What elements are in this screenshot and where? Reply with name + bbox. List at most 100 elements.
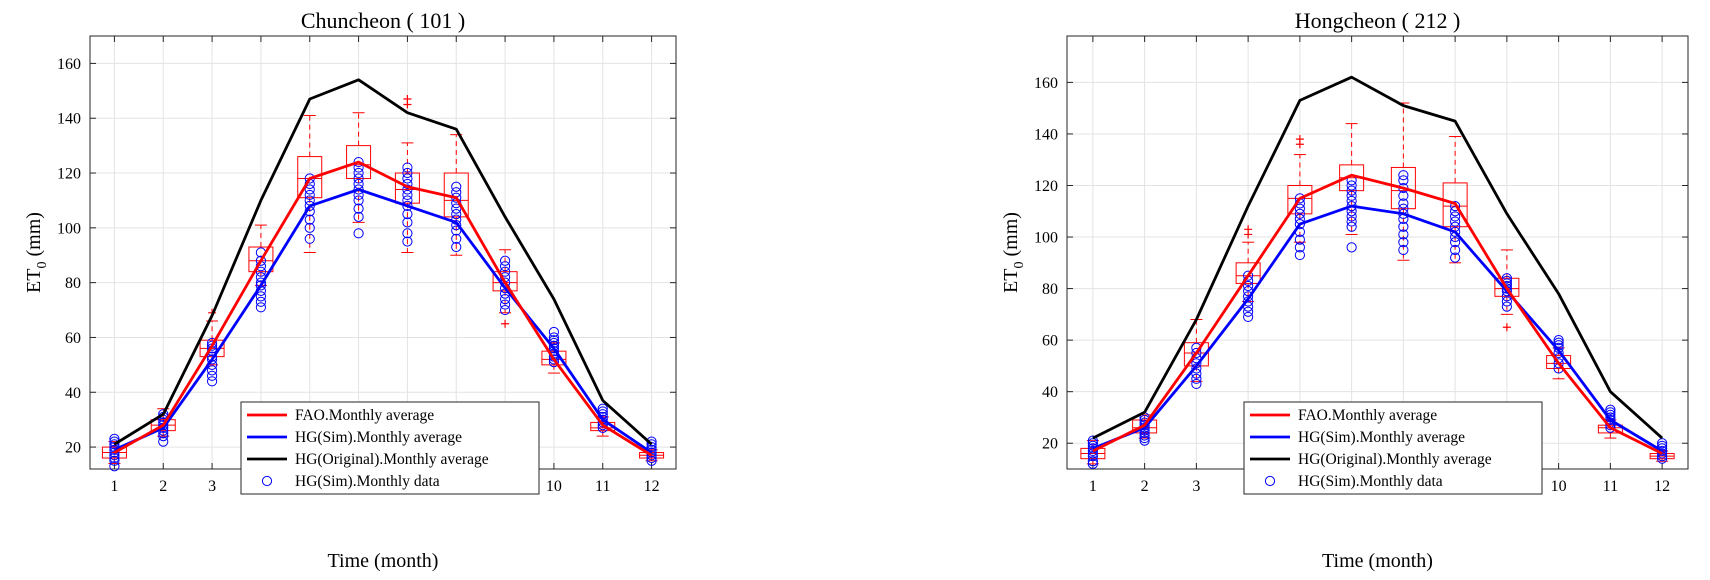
y-axis-label-subscript: 0 [1012,262,1027,269]
legend-label: HG(Sim).Monthly average [1298,429,1465,446]
box-iqr [1235,262,1261,284]
monthly-data-point [1346,185,1357,196]
monthly-data-point [1191,347,1202,359]
fao-average-line [113,160,653,457]
monthly-data-point [353,184,364,195]
monthly-data-point [109,455,120,466]
monthly-data-point [1243,280,1254,292]
monthly-data-point [158,420,169,431]
monthly-data-point [1243,270,1254,281]
y-axis-label: ET0 (mm) [1000,212,1027,293]
monthly-data-point [646,452,657,464]
monthly-data-point [1346,221,1357,232]
y-tick-label: 160 [1034,75,1058,92]
hg-sim-average-line [113,188,653,454]
monthly-data-point [206,340,218,351]
monthly-data-point [158,436,169,447]
monthly-data-point [402,209,413,220]
hg-sim-average-line [1092,204,1663,453]
monthly-data-point [1087,456,1098,467]
y-tick-label: 20 [1042,436,1058,453]
monthly-data-point [206,376,218,387]
monthly-data-point [1657,451,1668,462]
monthly-data-point [1501,273,1512,284]
monthly-data-point [1450,226,1461,237]
x-tick-label: 10 [546,478,562,495]
legend: FAO.Monthly average HG(Sim).Monthly avera… [240,401,540,495]
monthly-data-point [1087,435,1098,446]
monthly-data-point [1657,438,1668,449]
monthly-data-point [1450,244,1461,256]
y-tick-label: 40 [1042,384,1058,401]
y-axis-label-subscript: 0 [35,262,50,269]
box-iqr [492,271,518,292]
monthly-data-point [1346,216,1357,227]
monthly-data-point [109,450,120,461]
y-tick-label: 160 [57,56,81,73]
monthly-data-point [255,291,267,302]
box-iqr [1494,277,1520,297]
box-outlier-plus [1295,135,1304,144]
monthly-data-point [1294,193,1305,204]
monthly-data-point [206,354,218,365]
monthly-data-point [353,203,364,214]
monthly-data-point [402,189,413,201]
monthly-data-point [304,222,315,233]
monthly-data-point [304,200,315,212]
monthly-data-point [1398,198,1409,209]
monthly-data-point [402,167,413,179]
y-axis-label-unit: (mm) [1000,212,1022,261]
monthly-data-point [1450,201,1461,212]
legend-box [1243,401,1543,495]
monthly-data-point [353,228,364,239]
x-tick-label: 11 [595,478,610,495]
legend-box [240,401,540,495]
monthly-data-point [1294,249,1305,261]
chart-title: Hongcheon ( 212 ) [1295,8,1461,33]
box-iqr [1546,355,1572,369]
monthly-data-point [1294,219,1305,230]
monthly-data-point [1450,211,1461,222]
monthly-data-point [402,173,413,184]
monthly-data-point [1605,404,1616,415]
monthly-data-point [1139,420,1150,431]
legend-label: FAO.Monthly average [295,407,434,424]
monthly-data-point [548,332,560,343]
monthly-data-point [1398,244,1409,256]
monthly-data-point [1398,175,1409,186]
legend-label: FAO.Monthly average [1298,407,1437,424]
y-axis-label-main: ET [23,269,45,293]
monthly-data-point [255,255,267,266]
hg-original-average-line [113,78,653,446]
monthly-data-point [353,195,364,206]
x-tick-label: 1 [1089,478,1097,495]
box-outlier-plus [1502,323,1511,332]
x-tick-label: 3 [1192,478,1200,495]
y-tick-label: 140 [1034,126,1058,143]
monthly-data-point [1553,358,1564,369]
monthly-data-point [548,343,560,354]
y-tick-label: 60 [65,330,81,347]
monthly-data-point [1553,337,1564,348]
monthly-data-point [1087,448,1098,459]
monthly-data-point [1657,448,1668,459]
monthly-data-point [499,299,511,310]
legend-label: HG(Original).Monthly average [1298,451,1492,468]
legend-label: HG(Sim).Monthly data [295,473,440,490]
monthly-data-point [451,181,462,192]
monthly-data-point [548,335,560,346]
monthly-data-point [402,217,413,228]
legend: FAO.Monthly average HG(Sim).Monthly avera… [1243,401,1543,495]
y-tick-label: 140 [57,111,81,128]
monthly-data-point [499,293,511,305]
monthly-data-point [1346,180,1357,191]
monthly-data-point [1553,335,1564,346]
x-axis-label: Time (month) [1322,550,1433,572]
monthly-data-point [451,233,462,244]
x-tick-label: 2 [159,478,167,495]
x-tick-label: 3 [208,478,216,495]
legend-label: HG(Sim).Monthly data [1298,473,1443,490]
y-tick-label: 40 [65,385,81,402]
monthly-data-point [353,156,364,168]
chart-panel-2: 12345678910111220406080100120140160Hongc… [1000,8,1689,572]
